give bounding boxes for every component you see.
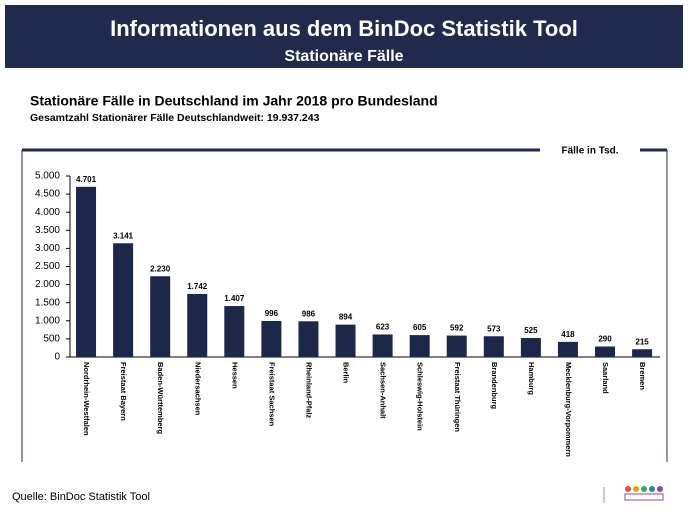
value-label: 573	[487, 324, 501, 333]
x-tick-label: Baden-Württemberg	[156, 362, 165, 435]
bar	[520, 337, 541, 357]
header-band	[5, 5, 683, 68]
bar	[224, 306, 245, 357]
value-label: 215	[635, 337, 649, 346]
y-tick-label: 2.000	[35, 279, 60, 290]
x-tick-label: Berlin	[342, 362, 351, 384]
x-tick-label: Bremen	[638, 362, 647, 390]
bar	[298, 321, 319, 357]
value-label: 1.407	[224, 294, 245, 303]
chart-frame	[21, 148, 668, 462]
y-tick-label: 5.000	[35, 171, 60, 182]
value-label: 592	[450, 324, 464, 333]
y-tick-label: 4.000	[35, 207, 60, 218]
x-tick-label: Schleswig-Holstein	[416, 362, 425, 431]
bar	[483, 336, 504, 357]
x-tick-label: Hessen	[230, 362, 239, 389]
y-tick-label: 2.500	[35, 261, 60, 272]
x-tick-label: Niedersachsen	[193, 362, 202, 416]
x-tick-label: Rheinland-Pfalz	[304, 362, 313, 419]
y-tick-label: 0	[54, 352, 60, 363]
bar	[261, 320, 282, 357]
value-label: 525	[524, 326, 538, 335]
value-label: 894	[339, 313, 353, 322]
logo	[624, 486, 664, 501]
x-tick-label: Freistaat Sachsen	[267, 362, 276, 427]
chart-title: Stationäre Fälle in Deutschland im Jahr …	[30, 93, 438, 109]
header-title: Informationen aus dem BinDoc Statistik T…	[110, 16, 578, 41]
x-tick-label: Sachsen-Anhalt	[379, 362, 388, 419]
x-tick-label: Nordrhein-Westfalen	[82, 362, 91, 436]
value-label: 996	[265, 309, 279, 318]
value-label: 4.701	[76, 175, 97, 184]
x-tick-label: Hamburg	[527, 362, 536, 395]
y-tick-label: 1.000	[35, 315, 60, 326]
chart-subtitle: Gesamtzahl Stationärer Fälle Deutschland…	[30, 112, 320, 124]
bar	[76, 186, 97, 357]
bar	[557, 341, 578, 357]
bar	[335, 324, 356, 357]
bar	[595, 346, 616, 357]
bar	[187, 293, 208, 357]
bar	[113, 243, 134, 357]
bar	[409, 335, 430, 357]
x-tick-label: Saarland	[601, 362, 610, 394]
x-tick-label: Freistaat Bayern	[119, 362, 128, 421]
x-tick-label: Brandenburg	[490, 362, 499, 410]
y-tick-label: 1.500	[35, 297, 60, 308]
bar	[372, 334, 393, 357]
y-tick-label: 3.000	[35, 243, 60, 254]
bar	[632, 349, 653, 357]
value-label: 290	[598, 335, 612, 344]
value-label: 986	[302, 309, 316, 318]
y-tick-label: 4.500	[35, 189, 60, 200]
value-label: 623	[376, 323, 390, 332]
value-label: 3.141	[113, 231, 134, 240]
value-label: 418	[561, 330, 575, 339]
y-tick-label: 3.500	[35, 225, 60, 236]
value-label: 605	[413, 323, 427, 332]
header-subtitle: Stationäre Fälle	[284, 48, 403, 65]
x-tick-label: Mecklenburg-Vorpommern	[564, 362, 573, 457]
y-unit-label: Fälle in Tsd.	[561, 146, 618, 157]
source: Quelle: BinDoc Statistik Tool	[12, 491, 150, 503]
y-tick-label: 500	[43, 334, 60, 345]
bar	[150, 276, 171, 357]
value-label: 1.742	[187, 282, 208, 291]
value-label: 2.230	[150, 264, 171, 273]
x-tick-label: Freistaat Thüringen	[453, 362, 462, 432]
bar	[446, 335, 467, 357]
